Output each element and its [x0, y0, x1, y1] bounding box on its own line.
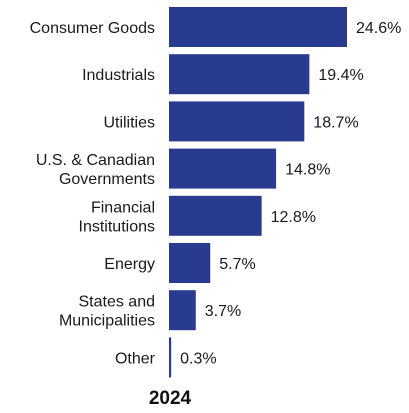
- bar-5: [169, 243, 211, 283]
- bar-3: [169, 148, 277, 189]
- category-label-line: Other: [115, 350, 156, 367]
- category-label-line: Institutions: [79, 218, 155, 235]
- bar-6: [169, 290, 196, 331]
- bar-0: [169, 7, 347, 47]
- bar-1: [169, 54, 310, 95]
- value-label-5: 5.7%: [219, 256, 255, 273]
- value-label-3: 14.8%: [285, 162, 330, 179]
- category-label-5: Energy: [104, 256, 155, 273]
- category-label-line: Consumer Goods: [30, 20, 155, 37]
- bar-2: [169, 101, 305, 142]
- category-label-4: Financial Institutions: [79, 199, 155, 235]
- category-label-line: Utilities: [103, 114, 155, 131]
- category-label-line: U.S. & Canadian: [36, 152, 155, 169]
- category-label-0: Consumer Goods: [30, 20, 155, 37]
- category-label-line: Energy: [104, 256, 155, 273]
- value-label-4: 12.8%: [271, 209, 316, 226]
- category-label-line: Governments: [59, 171, 155, 188]
- category-label-line: Financial: [91, 199, 155, 216]
- value-label-7: 0.3%: [180, 350, 216, 367]
- chart-title: 2024: [148, 388, 192, 409]
- category-label-3: U.S. & Canadian Governments: [36, 152, 155, 188]
- category-label-line: Municipalities: [59, 313, 155, 330]
- value-label-6: 3.7%: [205, 303, 241, 320]
- value-label-1: 19.4%: [318, 67, 363, 84]
- category-label-line: Industrials: [82, 67, 155, 84]
- value-label-0: 24.6%: [356, 20, 401, 37]
- bar-7: [169, 337, 172, 378]
- category-label-line: States and: [79, 294, 156, 311]
- value-label-2: 18.7%: [313, 114, 358, 131]
- category-label-2: Utilities: [103, 114, 155, 131]
- category-label-6: States and Municipalities: [59, 294, 155, 330]
- bar-4: [169, 195, 262, 236]
- category-label-1: Industrials: [82, 67, 155, 84]
- category-label-7: Other: [115, 350, 156, 367]
